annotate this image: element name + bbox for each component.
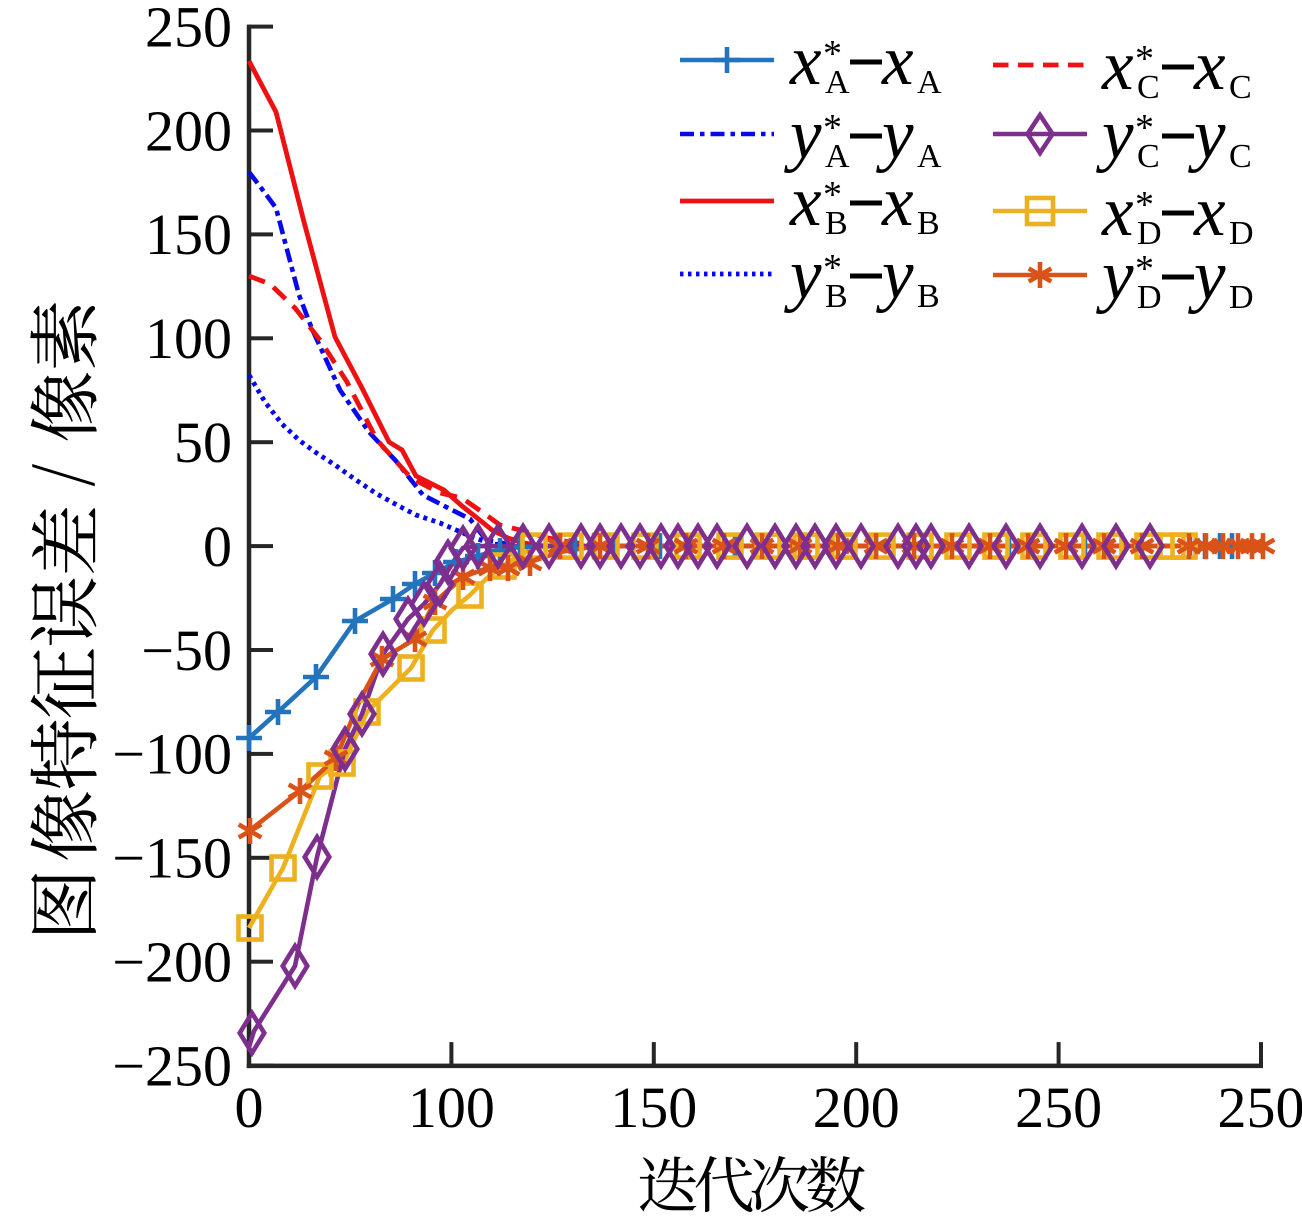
svg-text:D: D xyxy=(1229,279,1254,316)
svg-text:*: * xyxy=(1135,107,1154,149)
svg-text:100: 100 xyxy=(145,306,232,371)
svg-text:x: x xyxy=(789,163,822,241)
svg-text:200: 200 xyxy=(813,1075,900,1140)
svg-text:D: D xyxy=(1137,215,1162,252)
svg-text:C: C xyxy=(1229,69,1252,106)
svg-text:C: C xyxy=(1137,69,1160,106)
svg-text:y: y xyxy=(1188,96,1226,174)
svg-text:B: B xyxy=(825,278,848,315)
svg-text:250: 250 xyxy=(1218,1075,1302,1140)
svg-text:B: B xyxy=(917,205,940,242)
svg-text:250: 250 xyxy=(145,0,232,59)
svg-text:A: A xyxy=(825,64,850,101)
svg-text:200: 200 xyxy=(145,98,232,163)
svg-text:*: * xyxy=(1135,38,1154,80)
svg-text:*: * xyxy=(1135,248,1154,290)
svg-text:100: 100 xyxy=(408,1075,495,1140)
svg-text:D: D xyxy=(1229,215,1254,252)
svg-text:A: A xyxy=(825,138,850,175)
svg-text:x: x xyxy=(881,163,914,241)
svg-text:0: 0 xyxy=(203,514,232,579)
svg-text:−100: −100 xyxy=(112,722,232,787)
svg-text:−150: −150 xyxy=(112,826,232,891)
svg-text:y: y xyxy=(1096,96,1134,174)
svg-text:x: x xyxy=(1101,27,1134,105)
svg-text:C: C xyxy=(1229,138,1252,175)
svg-text:50: 50 xyxy=(174,410,232,475)
svg-text:*: * xyxy=(823,33,842,75)
svg-text:A: A xyxy=(917,138,942,175)
svg-text:*: * xyxy=(1135,184,1154,226)
svg-text:*: * xyxy=(823,247,842,289)
svg-text:B: B xyxy=(917,278,940,315)
svg-text:0: 0 xyxy=(235,1075,264,1140)
svg-text:150: 150 xyxy=(610,1075,697,1140)
svg-text:−250: −250 xyxy=(112,1033,232,1098)
svg-text:C: C xyxy=(1137,138,1160,175)
svg-text:A: A xyxy=(917,64,942,101)
svg-text:y: y xyxy=(876,96,914,174)
svg-text:y: y xyxy=(876,236,914,314)
svg-text:y: y xyxy=(784,236,822,314)
svg-text:−50: −50 xyxy=(141,618,232,683)
svg-text:250: 250 xyxy=(1015,1075,1102,1140)
svg-text:B: B xyxy=(825,205,848,242)
svg-text:x: x xyxy=(1101,173,1134,251)
svg-text:x: x xyxy=(789,22,822,100)
svg-text:y: y xyxy=(784,96,822,174)
svg-text:x: x xyxy=(1193,173,1226,251)
svg-text:y: y xyxy=(1188,237,1226,315)
svg-text:x: x xyxy=(1193,27,1226,105)
svg-text:*: * xyxy=(823,107,842,149)
svg-text:*: * xyxy=(823,174,842,216)
svg-text:D: D xyxy=(1137,279,1162,316)
svg-text:y: y xyxy=(1096,237,1134,315)
svg-text:150: 150 xyxy=(145,202,232,267)
svg-text:x: x xyxy=(881,22,914,100)
svg-text:−200: −200 xyxy=(112,930,232,995)
